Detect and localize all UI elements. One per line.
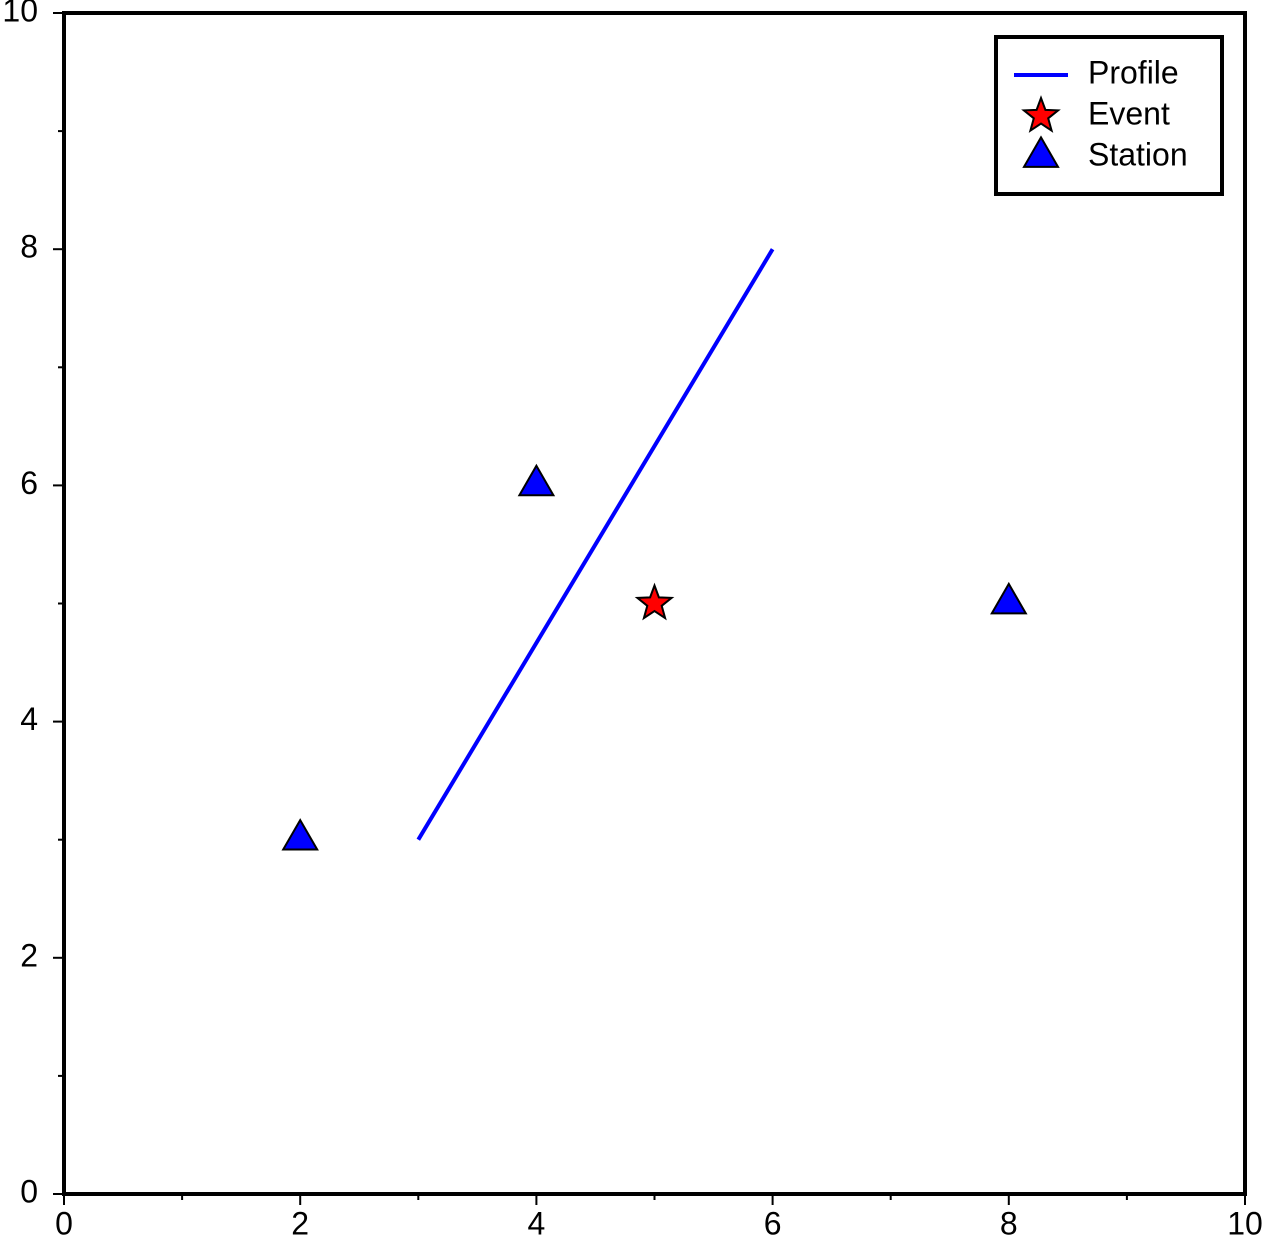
- y-tick-label: 4: [20, 701, 38, 737]
- y-tick-label: 0: [20, 1173, 38, 1209]
- legend-star: [1021, 95, 1061, 133]
- y-tick-label: 6: [20, 465, 38, 501]
- y-tick-label: 8: [20, 229, 38, 265]
- star-marker: [634, 582, 675, 621]
- triangle-marker: [281, 818, 319, 851]
- legend-label: Station: [1088, 136, 1188, 172]
- profile-line: [416, 248, 775, 841]
- x-tick-label: 0: [55, 1205, 73, 1241]
- x-tick-label: 2: [291, 1205, 309, 1241]
- triangle-marker: [517, 463, 556, 497]
- legend-triangle: [1022, 135, 1060, 168]
- x-tick-label: 6: [764, 1205, 782, 1241]
- legend-label: Profile: [1088, 54, 1179, 90]
- x-tick-label: 8: [1000, 1205, 1018, 1241]
- x-tick-label: 4: [528, 1205, 546, 1241]
- x-tick-label: 10: [1227, 1205, 1263, 1241]
- triangle-marker: [990, 581, 1028, 615]
- y-tick-label: 10: [2, 0, 38, 28]
- y-tick-label: 2: [20, 937, 38, 973]
- legend-label: Event: [1088, 95, 1170, 131]
